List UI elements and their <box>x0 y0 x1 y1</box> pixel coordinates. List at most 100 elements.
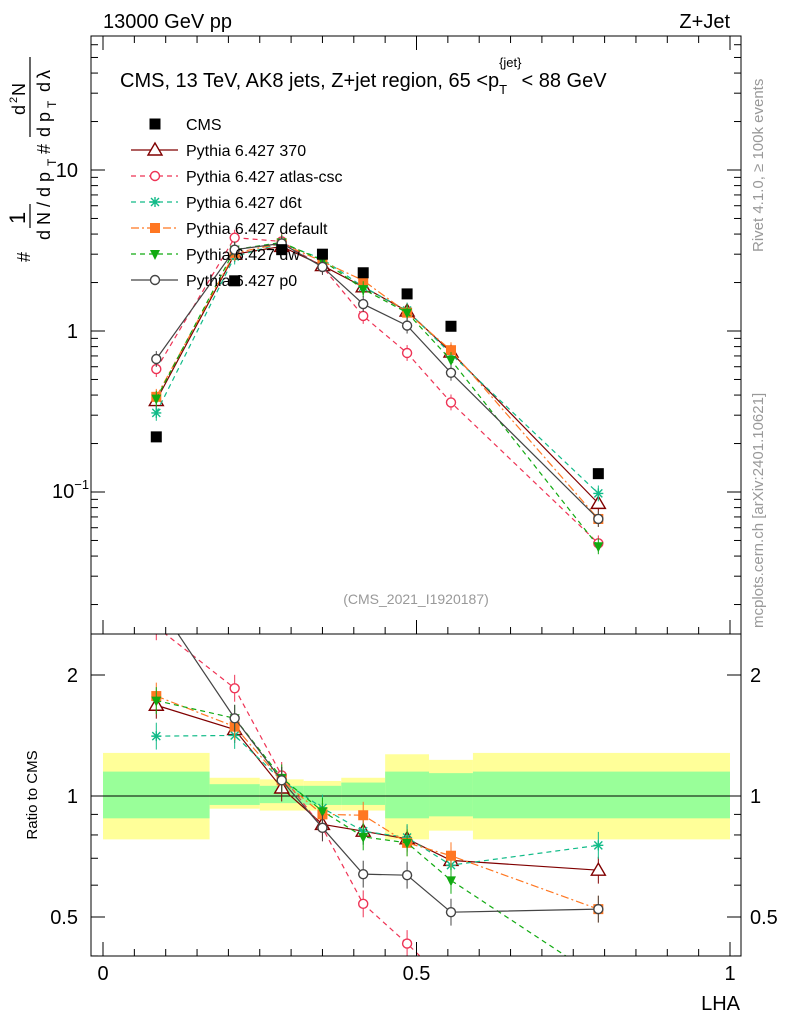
svg-text:d: d <box>34 82 54 92</box>
ratio-1-point-6 <box>446 982 455 991</box>
svg-text:#: # <box>14 252 34 262</box>
series-5 <box>151 235 604 527</box>
legend-label-1: Pythia 6.427 atlas-csc <box>186 169 343 186</box>
cms-point-7 <box>592 468 604 480</box>
y-axis-label-main: # 1 d N / d p T # d 2 N d p T d λ <box>5 57 59 262</box>
cms-point-3 <box>316 248 328 260</box>
rivet-label: Rivet 4.1.0, ≥ 100k events <box>750 79 767 252</box>
svg-text:λ: λ <box>34 70 54 79</box>
series-1-point-4 <box>358 310 369 322</box>
series-2-point-7 <box>593 488 604 499</box>
legend-entry-2: Pythia 6.427 d6t <box>131 195 302 212</box>
series-line-0 <box>155 245 599 504</box>
header-left: 13000 GeV pp <box>103 11 232 33</box>
svg-text:2: 2 <box>8 97 20 103</box>
band-inner-7 <box>472 771 730 819</box>
ratio-tick-label-2-right: 2 <box>750 665 761 687</box>
legend-entry-0: Pythia 6.427 370 <box>131 141 306 160</box>
ratio-2-point-0 <box>151 731 162 742</box>
svg-text:1: 1 <box>5 212 30 224</box>
ratio-5-point-4 <box>358 868 369 880</box>
series-line-5 <box>155 242 599 520</box>
legend-marker-2 <box>150 197 160 207</box>
title-tail: < 88 GeV <box>522 70 608 92</box>
series-4-point-4 <box>358 285 369 296</box>
main-plot-series <box>148 229 607 555</box>
legend-entry-1: Pythia 6.427 atlas-csc <box>131 169 343 186</box>
ratio-series-5 <box>177 634 604 926</box>
series-5-point-5 <box>401 320 413 331</box>
ratio-tick-label-0.5-right: 0.5 <box>750 907 778 929</box>
series-5-point-0 <box>151 353 162 365</box>
title-main: CMS, 13 TeV, AK8 jets, Z+jet region, 65 … <box>120 70 499 92</box>
ratio-5-point-6 <box>445 906 457 918</box>
series-4-point-7 <box>593 542 604 553</box>
series-1-point-5 <box>401 347 413 359</box>
series-5-point-7 <box>593 513 604 525</box>
legend-marker-3 <box>150 223 160 233</box>
series-3-point-6 <box>445 345 456 356</box>
x-axis-label: LHA <box>701 993 741 1015</box>
ratio-1-point-1 <box>229 683 240 694</box>
series-2-point-0 <box>151 407 162 418</box>
x-tick-label-2: 1 <box>724 963 735 985</box>
ratio-uncertainty-bands <box>91 752 741 840</box>
band-inner-5 <box>385 771 430 819</box>
x-tick-label-1: 0.5 <box>403 963 431 985</box>
title-subscript: T <box>499 82 507 97</box>
y-tick-label-0.1: 10−1 <box>52 477 89 503</box>
legend-label-3: Pythia 6.427 default <box>186 221 328 238</box>
header-right: Z+Jet <box>679 11 730 33</box>
series-5-point-3 <box>317 261 328 273</box>
svg-text:T: T <box>45 100 59 108</box>
legend-marker-4 <box>150 250 160 260</box>
legend-label-5: Pythia 6.427 p0 <box>186 273 297 290</box>
series-line-1 <box>155 237 599 544</box>
band-inner-1 <box>209 784 260 805</box>
ratio-line-5 <box>177 634 599 913</box>
svg-text:d p: d p <box>34 112 54 137</box>
ratio-1-point-0 <box>152 622 161 631</box>
legend-entry-4: Pythia 6.427 dw <box>131 247 300 264</box>
legend-entry-cms: CMS <box>149 117 222 134</box>
analysis-label: (CMS_2021_I1920187) <box>343 591 489 607</box>
series-4-point-6 <box>445 356 456 367</box>
ratio-4-point-6 <box>445 876 456 887</box>
legend: CMS Pythia 6.427 370 Pythia 6.427 atlas-cs… <box>131 117 343 290</box>
ratio-4-point-0 <box>151 696 162 707</box>
chart-title: CMS, 13 TeV, AK8 jets, Z+jet region, 65 … <box>120 55 607 97</box>
ratio-line-1 <box>164 634 421 956</box>
ratio-2-point-7 <box>593 840 604 851</box>
svg-text:d N / d p: d N / d p <box>34 172 54 240</box>
svg-text:#: # <box>34 144 54 154</box>
series-1-point-6 <box>445 397 457 408</box>
series-4-point-5 <box>402 308 413 319</box>
y-tick-label-10: 10 <box>56 160 78 182</box>
ratio-4-point-7 <box>593 973 603 983</box>
band-inner-4 <box>341 782 386 805</box>
series-line-2 <box>155 242 599 494</box>
ratio-4-point-5 <box>402 838 413 849</box>
legend-marker-1 <box>149 170 161 182</box>
ratio-5-point-3 <box>317 822 328 834</box>
band-inner-0 <box>103 771 210 819</box>
series-4-point-0 <box>151 394 162 405</box>
svg-text:d: d <box>9 105 29 115</box>
ratio-1-point-7 <box>594 965 603 974</box>
cms-point-4 <box>357 267 369 279</box>
ratio-1-point-4 <box>358 898 369 910</box>
svg-text:CMS, 13 TeV, AK8 jets, Z+jet r: CMS, 13 TeV, AK8 jets, Z+jet region, 65 … <box>120 55 607 97</box>
legend-marker-5 <box>149 274 161 286</box>
legend-label-0: Pythia 6.427 370 <box>186 143 306 160</box>
ratio-tick-label-1: 1 <box>67 786 78 808</box>
cms-point-6 <box>445 320 457 332</box>
ratio-3-point-6 <box>445 850 456 861</box>
cms-point-0 <box>150 431 162 443</box>
legend-cms-label: CMS <box>186 117 222 134</box>
cms-point-2 <box>276 244 288 256</box>
series-line-3 <box>155 242 599 520</box>
ratio-line-3 <box>156 695 599 910</box>
ratio-tick-label-0.5: 0.5 <box>50 907 78 929</box>
ratio-line-2 <box>156 734 599 866</box>
y-tick-label-1: 1 <box>67 321 78 343</box>
